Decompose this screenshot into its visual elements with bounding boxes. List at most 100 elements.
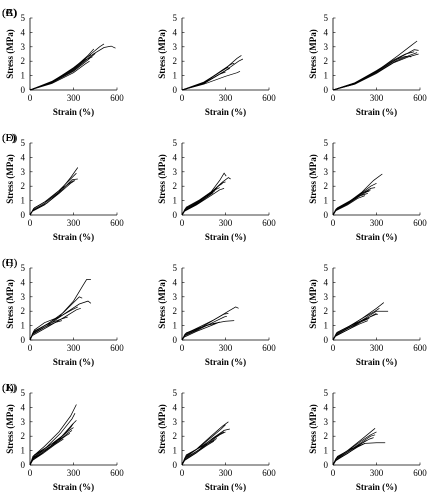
stress-strain-curve <box>332 49 419 91</box>
y-tick-label: 4 <box>173 27 178 37</box>
x-tick-label: 600 <box>110 93 124 103</box>
y-axis-title: Stress (MPa) <box>157 404 167 454</box>
x-tick-label: 300 <box>370 218 384 228</box>
y-tick-label: 1 <box>21 446 26 456</box>
x-tick-label: 0 <box>180 468 185 478</box>
stress-strain-curve <box>29 320 63 341</box>
y-tick-label: 2 <box>173 56 178 66</box>
y-tick-label: 1 <box>324 196 329 206</box>
y-tick-label: 4 <box>173 277 178 287</box>
x-tick-label: 0 <box>180 343 185 353</box>
stress-strain-curve <box>29 180 74 216</box>
panel-d: (D) 0 1 2 3 4 5 0 300 600 Strain (%) Stress (MPa) <box>2 132 124 242</box>
x-axis-title: Strain (%) <box>356 107 397 117</box>
stress-strain-curve <box>181 71 226 91</box>
y-tick-label: 2 <box>21 181 26 191</box>
stress-strain-curve <box>332 195 366 216</box>
stress-strain-curve <box>181 55 242 91</box>
panel-g: (G) 0 1 2 3 4 5 0 300 600 Strain (%) Stress (MPa) <box>2 257 124 367</box>
x-tick-label: 600 <box>110 468 124 478</box>
y-tick-label: 5 <box>324 263 329 273</box>
stress-strain-curve <box>29 54 92 91</box>
stress-strain-curve <box>181 439 216 466</box>
x-tick-label: 0 <box>331 218 336 228</box>
panel-letter: (I) <box>2 257 13 269</box>
y-tick-label: 3 <box>21 292 26 302</box>
x-tick-label: 600 <box>413 343 427 353</box>
y-tick-label: 0 <box>324 210 329 220</box>
x-tick-label: 600 <box>262 93 276 103</box>
x-axis-title: Strain (%) <box>205 482 246 492</box>
x-axis-title: Strain (%) <box>356 482 397 492</box>
y-axis-title: Stress (MPa) <box>157 29 167 79</box>
stress-strain-curve <box>29 180 76 216</box>
stress-strain-curve <box>29 307 81 341</box>
y-tick-label: 0 <box>173 335 178 345</box>
x-axis-title: Strain (%) <box>205 232 246 242</box>
y-tick-label: 1 <box>173 196 178 206</box>
y-tick-label: 3 <box>324 292 329 302</box>
y-tick-label: 2 <box>324 431 329 441</box>
stress-strain-curve <box>332 318 370 341</box>
stress-strain-curve <box>181 313 229 341</box>
stress-strain-curve <box>181 428 230 466</box>
y-tick-label: 3 <box>324 417 329 427</box>
y-axis-title: Stress (MPa) <box>308 279 318 329</box>
y-tick-label: 2 <box>324 306 329 316</box>
x-axis-title: Strain (%) <box>356 232 397 242</box>
y-tick-label: 1 <box>173 71 178 81</box>
stress-strain-curve <box>332 53 419 91</box>
x-tick-label: 600 <box>262 218 276 228</box>
stress-strain-curve <box>29 48 95 91</box>
stress-strain-curve <box>29 300 92 341</box>
x-tick-label: 300 <box>219 343 233 353</box>
y-tick-label: 5 <box>21 263 26 273</box>
x-tick-label: 300 <box>219 468 233 478</box>
panel-a: (A) 0 1 2 3 4 5 0 300 600 Strain (%) Stress (MPa) <box>2 7 124 117</box>
y-tick-label: 2 <box>21 306 26 316</box>
x-tick-label: 600 <box>262 468 276 478</box>
stress-strain-curve <box>181 323 216 341</box>
y-tick-label: 4 <box>21 402 26 412</box>
stress-strain-curve <box>181 63 235 91</box>
y-tick-label: 3 <box>173 42 178 52</box>
x-tick-label: 300 <box>370 93 384 103</box>
x-tick-label: 300 <box>67 218 81 228</box>
stress-strain-curve <box>332 437 374 466</box>
stress-strain-curve <box>29 435 65 466</box>
x-tick-label: 0 <box>331 343 336 353</box>
stress-strain-curve <box>181 66 229 91</box>
y-tick-label: 2 <box>21 431 26 441</box>
y-tick-label: 5 <box>324 388 329 398</box>
panel-letter: (C) <box>2 7 17 19</box>
y-tick-label: 2 <box>173 181 178 191</box>
stress-strain-curve <box>332 443 366 466</box>
y-tick-label: 5 <box>21 13 26 23</box>
x-tick-label: 600 <box>262 343 276 353</box>
panel-letter: (H) <box>2 257 18 269</box>
x-tick-label: 600 <box>110 218 124 228</box>
panel-letter: (F) <box>2 132 16 144</box>
x-tick-label: 300 <box>67 468 81 478</box>
panel-letter: (E) <box>2 132 16 144</box>
y-axis-title: Stress (MPa) <box>5 279 15 329</box>
stress-strain-curve <box>29 432 71 466</box>
x-tick-label: 0 <box>28 218 33 228</box>
stress-strain-curve <box>181 70 241 91</box>
y-axis-title: Stress (MPa) <box>157 279 167 329</box>
stress-strain-curve <box>29 404 77 466</box>
x-tick-label: 600 <box>413 218 427 228</box>
stress-strain-curve <box>181 440 215 466</box>
y-tick-label: 5 <box>21 138 26 148</box>
x-axis-title: Strain (%) <box>53 107 94 117</box>
y-tick-label: 4 <box>173 152 178 162</box>
y-tick-label: 5 <box>21 388 26 398</box>
x-tick-label: 0 <box>331 468 336 478</box>
y-tick-label: 2 <box>173 431 178 441</box>
stress-strain-curve <box>332 51 415 91</box>
y-axis-title: Stress (MPa) <box>5 154 15 204</box>
